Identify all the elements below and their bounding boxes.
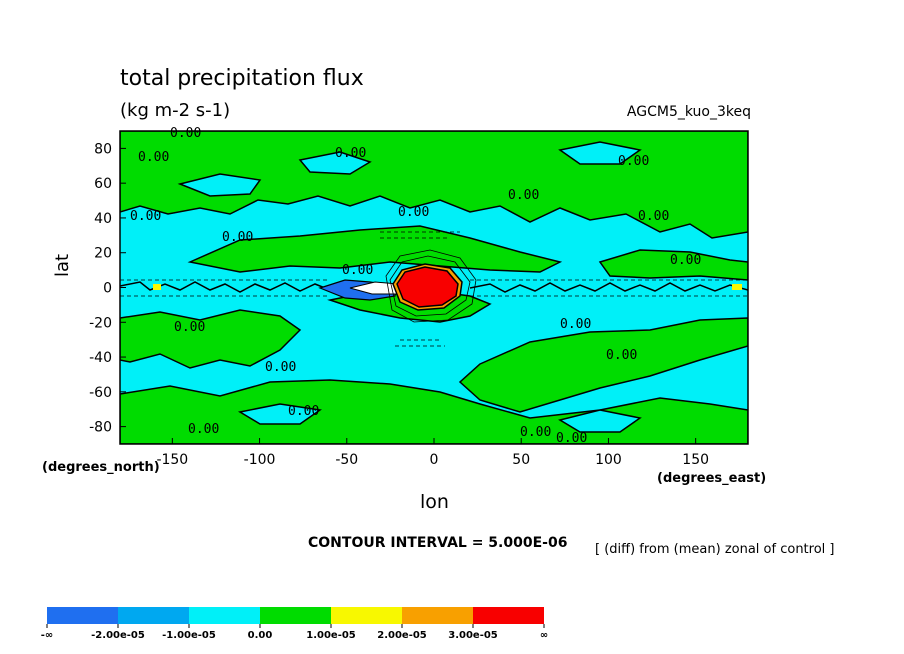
- green-region-south-1: [120, 309, 302, 369]
- y-tick-label: -40: [89, 350, 112, 366]
- x-tick-label: -150: [156, 452, 188, 468]
- y-tick-label: 60: [94, 176, 112, 192]
- chart-title: total precipitation flux: [120, 66, 364, 91]
- yellow-patch-east: [732, 284, 742, 290]
- y-axis: 80 60 40 20 0 -20 -40 -60 -80: [89, 141, 126, 436]
- colorbar-label: ∞: [540, 630, 548, 641]
- contour-label: 0.00: [606, 348, 637, 363]
- cyan-island-4: [558, 409, 642, 433]
- contour-label: 0.00: [398, 205, 429, 220]
- contour-label: 0.00: [222, 230, 253, 245]
- colorbar: -∞ -2.00e-05 -1.00e-05 0.00 1.00e-05 2.00e-05…: [41, 607, 548, 641]
- contour-label: 0.00: [670, 253, 701, 268]
- y-tick-label: -20: [89, 315, 112, 331]
- contour-label: 0.00: [520, 425, 551, 440]
- y-tick-label: -60: [89, 385, 112, 401]
- contour-labels: 0.00 0.00 0.00 0.00 0.00 0.00 0.00 0.00 …: [130, 126, 701, 446]
- colorbar-swatch: [118, 607, 189, 624]
- colorbar-swatch: [260, 607, 331, 624]
- colorbar-label: -1.00e-05: [162, 630, 216, 641]
- equatorial-dashes: [120, 231, 748, 347]
- colorbar-label: 3.00e-05: [448, 630, 498, 641]
- cyan-island-2: [298, 151, 372, 175]
- colorbar-label: -∞: [41, 630, 53, 641]
- chart-subtitle: (kg m-2 s-1): [120, 100, 231, 121]
- x-axis-label: lon: [420, 491, 449, 513]
- contour-label: 0.00: [556, 431, 587, 446]
- contour-label: 0.00: [188, 422, 219, 437]
- contour-label: 0.00: [174, 320, 205, 335]
- x-tick-label: 150: [682, 452, 709, 468]
- colorbar-label: -2.00e-05: [91, 630, 145, 641]
- y-tick-label: 80: [94, 141, 112, 157]
- green-region-south-2: [458, 317, 748, 413]
- colorbar-label: 0.00: [248, 630, 273, 641]
- max-contour-rings: [385, 249, 477, 323]
- y-tick-label: 0: [103, 281, 112, 297]
- contour-label: 0.00: [170, 126, 201, 141]
- x-axis: -150 -100 -50 0 50 100 150: [156, 438, 709, 468]
- contour-label: 0.00: [342, 263, 373, 278]
- contour-label: 0.00: [265, 360, 296, 375]
- model-label: AGCM5_kuo_3keq: [626, 104, 751, 120]
- x-axis-units: (degrees_east): [657, 471, 767, 486]
- y-axis-units: (degrees_north): [42, 460, 160, 475]
- contour-label: 0.00: [288, 404, 319, 419]
- colorbar-swatch: [473, 607, 544, 624]
- x-tick-label: 100: [595, 452, 622, 468]
- cyan-island-5: [237, 403, 322, 425]
- contour-label: 0.00: [560, 317, 591, 332]
- diff-note: [ (diff) from (mean) zonal of control ]: [595, 542, 835, 557]
- yellow-patch-west: [153, 284, 161, 290]
- colorbar-swatch: [402, 607, 473, 624]
- contour-label: 0.00: [638, 209, 669, 224]
- contour-label: 0.00: [618, 154, 649, 169]
- colorbar-label: 2.00e-05: [377, 630, 427, 641]
- red-positive-maximum: [396, 266, 459, 308]
- contour-interval-label: CONTOUR INTERVAL = 5.000E-06: [308, 535, 568, 551]
- y-tick-label: 40: [94, 211, 112, 227]
- contour-label: 0.00: [130, 209, 161, 224]
- y-tick-label: -80: [89, 420, 112, 436]
- x-tick-label: -100: [244, 452, 276, 468]
- x-tick-label: -50: [335, 452, 358, 468]
- green-region-north-3: [598, 249, 748, 281]
- contour-label: 0.00: [508, 188, 539, 203]
- contour-fills: [120, 131, 748, 444]
- colorbar-label: 1.00e-05: [306, 630, 356, 641]
- y-tick-label: 20: [94, 246, 112, 262]
- green-region-north-2: [187, 225, 563, 273]
- contour-label: 0.00: [335, 146, 366, 161]
- colorbar-swatch: [47, 607, 118, 624]
- cyan-island-1: [177, 173, 262, 197]
- colorbar-swatch: [331, 607, 402, 624]
- x-tick-label: 50: [512, 452, 530, 468]
- x-tick-label: 0: [430, 452, 439, 468]
- colorbar-swatch: [189, 607, 260, 624]
- contour-label: 0.00: [138, 150, 169, 165]
- cyan-island-3: [558, 141, 642, 165]
